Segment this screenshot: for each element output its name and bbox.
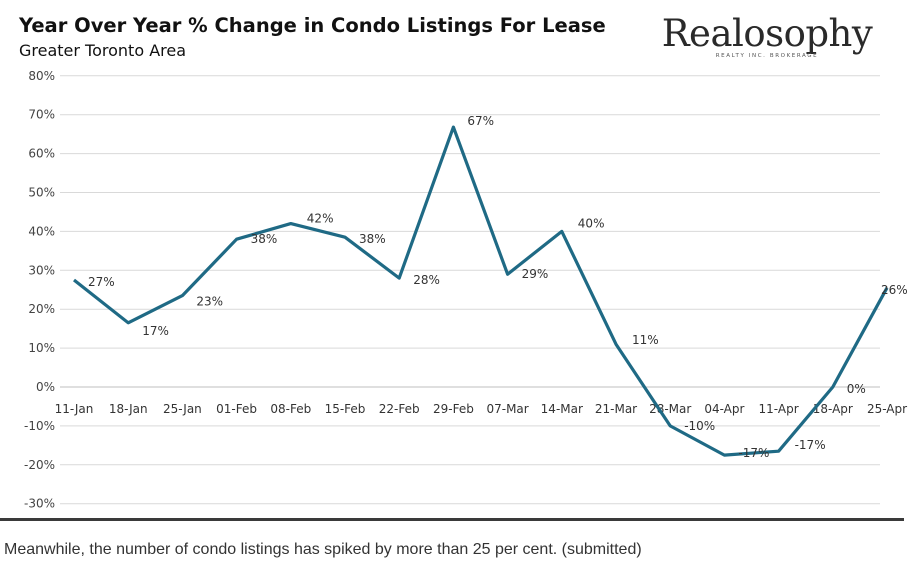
x-tick-label: 29-Feb: [433, 402, 474, 416]
data-label: 26%: [881, 283, 908, 297]
x-tick-label: 25-Jan: [163, 402, 202, 416]
y-tick-label: 50%: [28, 186, 55, 200]
y-tick-label: 30%: [28, 263, 55, 277]
data-label: 11%: [632, 333, 659, 347]
x-tick-label: 11-Jan: [55, 402, 94, 416]
x-tick-label: 11-Apr: [759, 402, 799, 416]
data-label: 29%: [522, 267, 549, 281]
y-tick-label: 70%: [28, 108, 55, 122]
data-label: 0%: [847, 382, 866, 396]
line-chart: 80% 70% 60% 50% 40% 30% 20% 10% 0% -10% -20% -30% 1…: [24, 69, 908, 511]
y-axis-ticks: 80% 70% 60% 50% 40% 30% 20% 10% 0% -10% -20% -30%: [24, 69, 55, 511]
chart-frame: Year Over Year % Change in Condo Listing…: [0, 12, 904, 521]
logo-tagline: REALTY INC. BROKERAGE: [715, 53, 819, 59]
data-label: 17%: [142, 324, 169, 338]
data-label: -17%: [795, 438, 826, 452]
data-label: 27%: [88, 275, 115, 289]
y-tick-label: 40%: [28, 224, 55, 238]
y-tick-label: 80%: [28, 69, 55, 83]
data-label: -17%: [738, 446, 769, 460]
data-label: -10%: [684, 419, 715, 433]
y-tick-label: -20%: [24, 458, 55, 472]
x-tick-label: 15-Feb: [325, 402, 366, 416]
image-caption: Meanwhile, the number of condo listings …: [4, 541, 642, 558]
data-label: 23%: [196, 295, 223, 309]
data-label: 38%: [359, 232, 386, 246]
x-tick-label: 14-Mar: [541, 402, 583, 416]
x-tick-label: 08-Feb: [270, 402, 311, 416]
data-label: 42%: [307, 212, 334, 226]
x-tick-label: 07-Mar: [486, 402, 528, 416]
realosophy-logo: Realosophy REALTY INC. BROKERAGE: [660, 12, 874, 60]
x-tick-label: 21-Mar: [595, 402, 637, 416]
x-tick-label: 25-Apr: [867, 402, 907, 416]
x-axis-ticks: 11-Jan 18-Jan 25-Jan 01-Feb 08-Feb 15-Feb 22-F…: [55, 402, 907, 416]
y-tick-label: 0%: [36, 380, 55, 394]
x-tick-label: 18-Apr: [813, 402, 853, 416]
y-tick-label: 60%: [28, 147, 55, 161]
x-tick-label: 22-Feb: [379, 402, 420, 416]
y-tick-label: 10%: [28, 341, 55, 355]
y-tick-label: 20%: [28, 302, 55, 316]
data-label: 38%: [251, 232, 278, 246]
chart-subtitle: Greater Toronto Area: [19, 41, 187, 60]
chart-title: Year Over Year % Change in Condo Listing…: [19, 14, 606, 37]
x-tick-label: 18-Jan: [109, 402, 148, 416]
data-label: 67%: [467, 114, 494, 128]
x-tick-label: 04-Apr: [704, 402, 744, 416]
data-label: 40%: [578, 216, 605, 230]
x-tick-label: 01-Feb: [216, 402, 257, 416]
series-line: [73, 125, 889, 457]
data-labels: 27% 17% 23% 38% 42% 38% 28% 67% 29% 40% 11% -10% -17…: [88, 114, 908, 460]
y-tick-label: -30%: [24, 497, 55, 511]
y-tick-label: -10%: [24, 419, 55, 433]
data-label: 28%: [413, 273, 440, 287]
logo-name: Realosophy: [661, 12, 873, 55]
gridlines: [60, 75, 880, 505]
